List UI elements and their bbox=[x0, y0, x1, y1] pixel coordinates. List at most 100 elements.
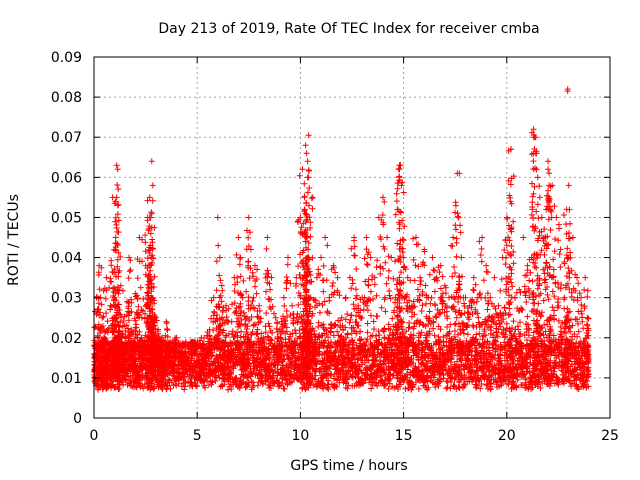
data-point bbox=[319, 302, 326, 309]
data-point bbox=[216, 321, 223, 328]
data-point bbox=[377, 264, 384, 271]
data-point bbox=[564, 255, 571, 262]
data-point bbox=[482, 294, 489, 301]
data-point bbox=[550, 274, 557, 281]
data-point bbox=[136, 258, 143, 265]
data-point bbox=[324, 242, 331, 249]
data-point bbox=[220, 327, 227, 334]
data-point bbox=[337, 334, 344, 341]
data-point bbox=[412, 234, 419, 241]
data-point bbox=[534, 307, 541, 314]
data-point bbox=[322, 234, 329, 241]
data-point bbox=[103, 310, 110, 317]
data-point bbox=[391, 307, 398, 314]
data-point bbox=[302, 386, 309, 393]
data-point bbox=[482, 319, 489, 326]
data-point bbox=[237, 321, 244, 328]
data-point bbox=[479, 336, 486, 343]
data-point bbox=[538, 312, 545, 319]
data-point bbox=[448, 293, 455, 300]
data-point bbox=[536, 194, 543, 201]
data-point bbox=[223, 307, 230, 314]
data-point bbox=[491, 303, 498, 310]
data-point bbox=[265, 320, 272, 327]
data-point bbox=[151, 300, 158, 307]
data-point bbox=[392, 258, 399, 265]
data-point bbox=[521, 288, 528, 295]
data-point bbox=[357, 296, 364, 303]
data-point bbox=[283, 328, 290, 335]
data-point bbox=[361, 255, 368, 262]
data-point bbox=[247, 246, 254, 253]
data-point bbox=[505, 234, 512, 241]
data-point bbox=[417, 319, 424, 326]
data-point bbox=[418, 308, 425, 315]
data-point bbox=[544, 233, 551, 240]
data-point bbox=[422, 282, 429, 289]
data-point bbox=[450, 383, 457, 390]
data-point bbox=[367, 297, 374, 304]
data-point bbox=[406, 319, 413, 326]
data-point bbox=[264, 234, 271, 241]
data-point bbox=[250, 273, 257, 280]
data-point bbox=[144, 289, 151, 296]
data-point bbox=[511, 294, 518, 301]
data-point bbox=[96, 286, 103, 293]
data-point bbox=[551, 307, 558, 314]
data-point bbox=[419, 291, 426, 298]
data-point bbox=[236, 261, 243, 268]
data-point bbox=[283, 308, 290, 315]
data-point bbox=[518, 306, 525, 313]
data-point bbox=[477, 350, 484, 357]
data-point bbox=[334, 274, 341, 281]
data-point bbox=[201, 384, 208, 391]
data-point bbox=[238, 328, 245, 335]
data-point bbox=[397, 280, 404, 287]
data-point bbox=[94, 381, 101, 388]
data-point bbox=[382, 308, 389, 315]
data-point bbox=[551, 248, 558, 255]
data-point bbox=[470, 274, 477, 281]
data-point bbox=[164, 333, 171, 340]
data-point bbox=[101, 335, 108, 342]
data-point bbox=[311, 297, 318, 304]
data-point bbox=[357, 315, 364, 322]
data-point bbox=[557, 285, 564, 292]
data-point bbox=[237, 300, 244, 307]
data-point bbox=[492, 305, 499, 312]
data-point bbox=[101, 345, 108, 352]
data-point bbox=[371, 326, 378, 333]
data-point bbox=[353, 371, 360, 378]
data-point bbox=[416, 296, 423, 303]
data-point bbox=[397, 258, 404, 265]
data-point bbox=[111, 284, 118, 291]
data-point bbox=[102, 340, 109, 347]
data-point bbox=[115, 201, 122, 208]
data-point bbox=[451, 270, 458, 277]
data-point bbox=[513, 289, 520, 296]
data-point bbox=[575, 280, 582, 287]
data-point bbox=[565, 265, 572, 272]
data-point bbox=[338, 332, 345, 339]
data-point bbox=[104, 318, 111, 325]
data-point bbox=[222, 334, 229, 341]
data-point bbox=[163, 320, 170, 327]
data-point bbox=[555, 353, 562, 360]
data-point bbox=[443, 378, 450, 385]
data-point bbox=[484, 306, 491, 313]
data-point bbox=[569, 322, 576, 329]
data-point bbox=[385, 267, 392, 274]
data-point bbox=[355, 305, 362, 312]
data-point bbox=[546, 170, 553, 177]
data-point bbox=[502, 254, 509, 261]
data-point bbox=[380, 221, 387, 228]
data-point bbox=[364, 262, 371, 269]
data-point bbox=[495, 314, 502, 321]
data-point bbox=[328, 325, 335, 332]
data-point bbox=[509, 324, 516, 331]
data-point bbox=[487, 359, 494, 366]
data-point bbox=[255, 314, 262, 321]
data-point bbox=[377, 234, 384, 241]
data-point bbox=[536, 292, 543, 299]
data-point bbox=[363, 234, 370, 241]
